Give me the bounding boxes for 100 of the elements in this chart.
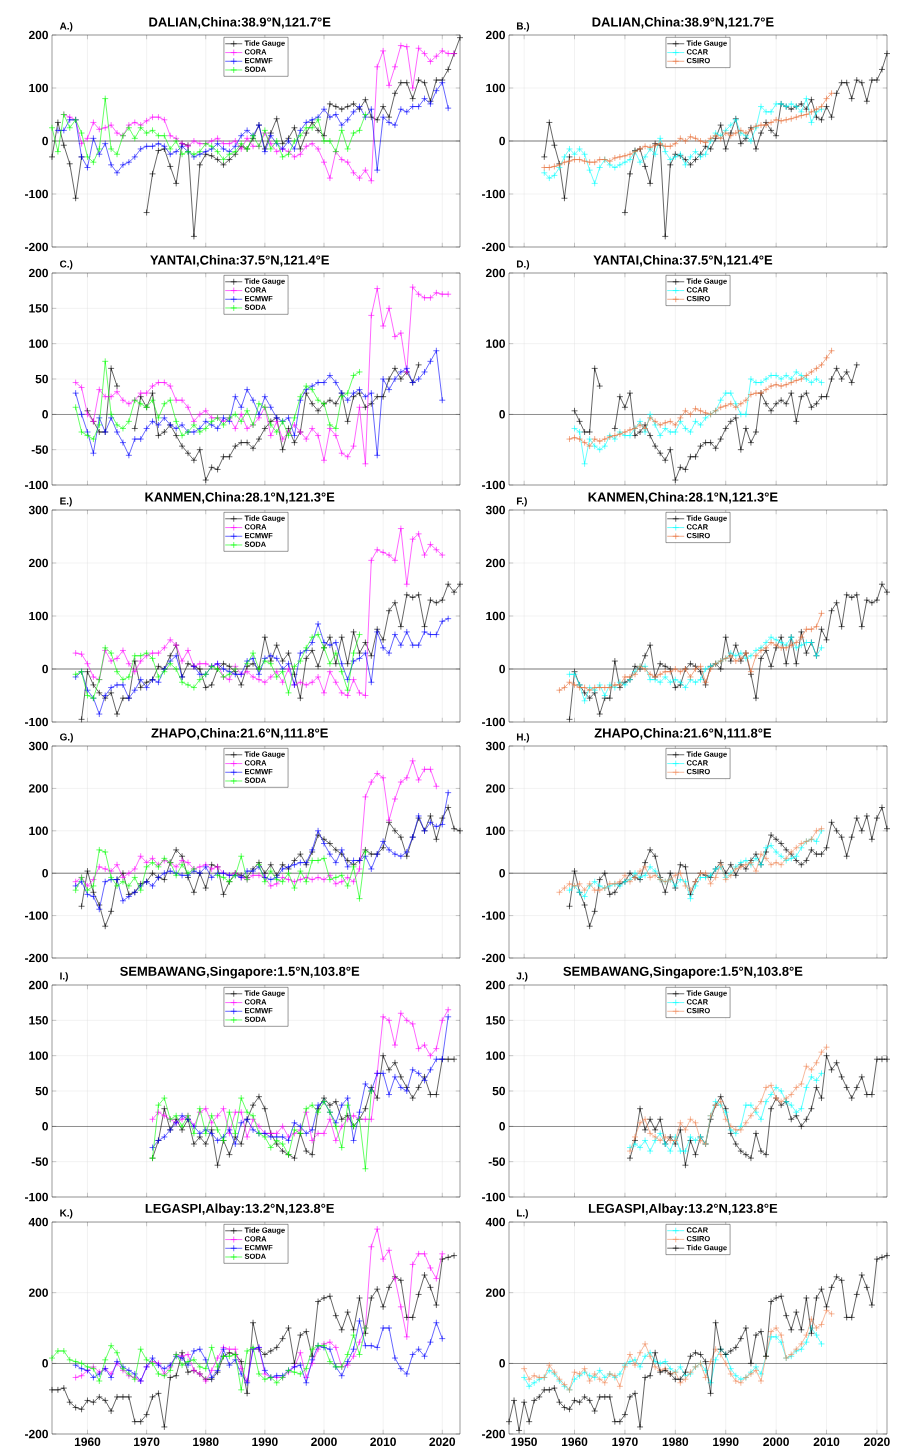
- x-tick-label: 1990: [713, 1437, 739, 1446]
- y-tick-label: 200: [485, 268, 505, 278]
- x-tick-label: 1980: [193, 1437, 219, 1446]
- y-tick-label: 200: [28, 558, 48, 568]
- y-tick-label: 50: [35, 374, 48, 384]
- y-tick-label: 50: [492, 1086, 505, 1096]
- y-tick-label: 200: [485, 1288, 505, 1297]
- y-tick-label: -100: [482, 911, 505, 920]
- x-tick-label: 2000: [311, 1437, 337, 1446]
- y-tick-label: 0: [499, 664, 505, 674]
- y-tick-label: -100: [25, 717, 48, 727]
- y-tick-label: 0: [42, 1359, 48, 1368]
- x-tick-label: 1970: [612, 1437, 638, 1446]
- y-tick-label: 100: [486, 1051, 505, 1060]
- y-tick-label: 100: [29, 826, 48, 836]
- y-tick-label: 0: [42, 664, 48, 674]
- chart-title: SEMBAWANG,Singapore:1.5°N,103.8°E: [563, 966, 803, 979]
- y-tick-label: 100: [29, 1051, 48, 1060]
- x-tick-label: 1950: [511, 1437, 537, 1446]
- y-tick-label: -100: [25, 1192, 48, 1202]
- y-tick-label: 200: [28, 30, 48, 40]
- y-tick-label: -100: [482, 1192, 505, 1202]
- x-tick-label: 1960: [74, 1437, 101, 1446]
- chart-title: DALIAN,China:38.9°N,121.7°E: [149, 17, 331, 29]
- y-tick-label: 150: [29, 304, 48, 313]
- y-tick-label: 200: [485, 30, 505, 40]
- y-tick-label: 0: [499, 1359, 505, 1368]
- x-tick-label: 1960: [561, 1437, 588, 1446]
- y-tick-label: -200: [25, 242, 48, 252]
- y-tick-label: 150: [29, 1016, 48, 1025]
- y-tick-label: -100: [25, 911, 48, 920]
- x-tick-label: 2020: [429, 1437, 456, 1446]
- text: H.): [516, 733, 530, 743]
- chart-title: DALIAN,China:38.9°N,121.7°E: [592, 17, 774, 29]
- y-tick-label: 300: [485, 741, 505, 751]
- chart-title: ZHAPO,China:21.6°N,111.8°E: [151, 728, 328, 740]
- x-tick-label: 2010: [813, 1437, 840, 1446]
- y-tick-label: -100: [482, 189, 505, 199]
- y-tick-label: 300: [28, 505, 48, 515]
- y-tick-label: 100: [486, 826, 505, 836]
- x-tick-label: 2000: [763, 1437, 789, 1446]
- y-tick-label: 200: [485, 980, 505, 990]
- x-tick-label: 2010: [370, 1437, 396, 1446]
- y-tick-label: -50: [31, 445, 48, 454]
- text: L.): [516, 1209, 528, 1219]
- y-tick-label: -200: [25, 1429, 48, 1439]
- y-tick-label: 0: [499, 136, 505, 146]
- text: E.): [60, 497, 72, 507]
- y-tick-label: 0: [42, 1122, 48, 1131]
- y-tick-label: -100: [482, 480, 505, 490]
- chart-title: KANMEN,China:28.1°N,121.3°E: [588, 492, 778, 504]
- y-tick-label: 100: [486, 611, 505, 621]
- text: G.): [60, 733, 73, 743]
- chart-title: LEGASPI,Albay:13.2°N,123.8°E: [588, 1203, 778, 1216]
- text: K.): [60, 1209, 73, 1219]
- text: C.): [60, 260, 73, 270]
- chart-title: ZHAPO,China:21.6°N,111.8°E: [594, 728, 772, 740]
- y-tick-label: 200: [28, 1288, 48, 1297]
- y-tick-label: -200: [482, 953, 505, 963]
- y-tick-label: -100: [25, 480, 48, 490]
- y-tick-label: 100: [486, 83, 505, 93]
- y-tick-label: 300: [485, 505, 505, 515]
- y-tick-label: -100: [25, 189, 48, 199]
- y-tick-label: -50: [488, 1157, 505, 1166]
- chart-title: LEGASPI,Albay:13.2°N,123.8°E: [145, 1203, 334, 1216]
- y-tick-label: 0: [42, 868, 48, 878]
- x-tick-label: 1970: [134, 1437, 160, 1446]
- y-tick-label: 50: [35, 1086, 48, 1096]
- y-tick-label: 400: [28, 1217, 48, 1227]
- chart-title: SEMBAWANG,Singapore:1.5°N,103.8°E: [120, 966, 360, 979]
- y-tick-label: 0: [499, 868, 505, 878]
- y-tick-label: 400: [485, 1217, 505, 1227]
- y-tick-label: 200: [28, 268, 48, 278]
- y-tick-label: -100: [482, 717, 505, 727]
- y-tick-label: -200: [482, 242, 505, 252]
- y-tick-label: -50: [31, 1157, 48, 1166]
- y-tick-label: 100: [29, 83, 48, 93]
- y-tick-label: 200: [28, 784, 48, 793]
- chart-title: YANTAI,China:37.5°N,121.4°E: [150, 255, 329, 267]
- y-tick-label: 0: [42, 136, 48, 146]
- chart-title: YANTAI,China:37.5°N,121.4°E: [593, 255, 773, 267]
- y-tick-label: 300: [28, 741, 48, 751]
- y-tick-label: 150: [486, 1016, 505, 1025]
- y-tick-label: 100: [486, 339, 505, 348]
- x-tick-label: 1990: [252, 1437, 278, 1446]
- text: D.): [516, 260, 530, 270]
- chart-title: KANMEN,China:28.1°N,121.3°E: [145, 492, 335, 504]
- y-tick-label: 100: [29, 339, 48, 348]
- text: B.): [516, 22, 530, 32]
- y-tick-label: -200: [25, 953, 48, 963]
- text: J.): [516, 972, 528, 982]
- text: I.): [60, 972, 68, 982]
- y-tick-label: 200: [28, 980, 48, 990]
- x-tick-label: 2020: [864, 1437, 890, 1446]
- text: A.): [59, 22, 73, 32]
- x-tick-label: 1980: [662, 1437, 689, 1446]
- y-tick-label: 200: [485, 558, 505, 568]
- y-tick-label: 100: [29, 611, 48, 621]
- y-tick-label: 0: [499, 410, 505, 419]
- y-tick-label: 0: [42, 410, 48, 419]
